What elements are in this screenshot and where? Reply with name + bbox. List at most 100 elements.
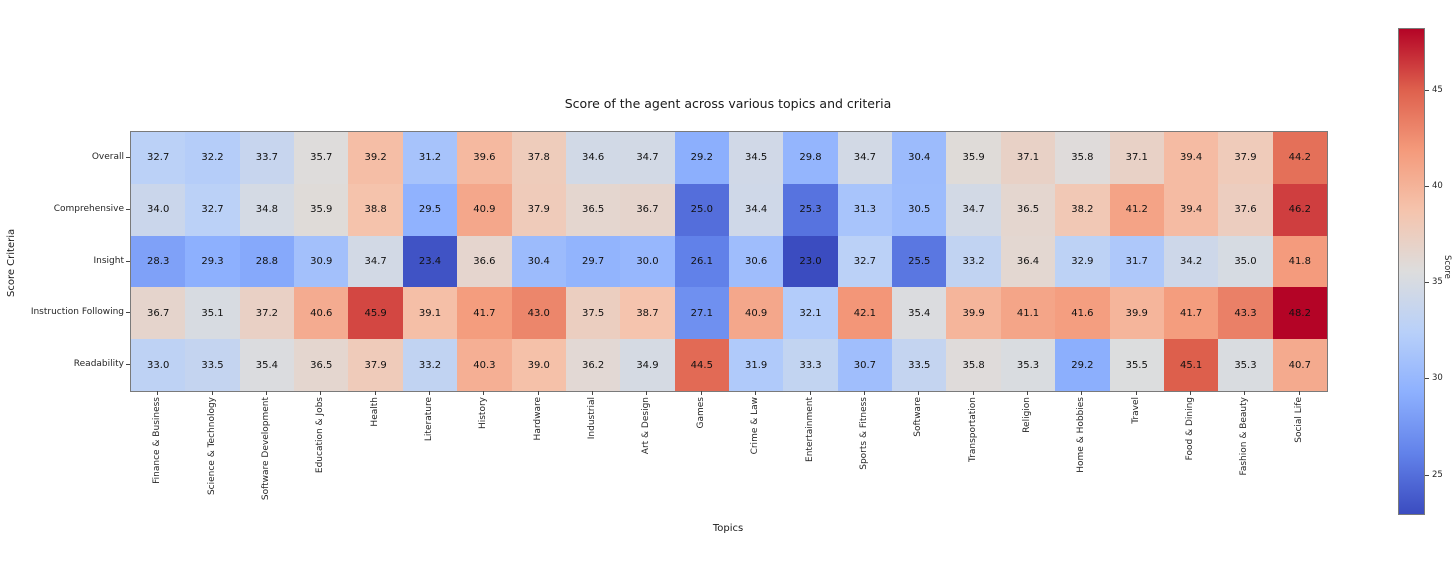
heatmap-cell: 36.2: [565, 339, 621, 391]
heatmap-cell: 41.8: [1272, 235, 1327, 288]
x-tick-label-cell: Industrial: [565, 397, 619, 537]
heatmap-cell: 30.0: [620, 235, 675, 288]
x-tick-label: Sports & Fitness: [858, 397, 869, 470]
x-tick-label: Art & Design: [641, 397, 652, 455]
heatmap-cell: 32.2: [185, 132, 240, 184]
heatmap-cell: 36.5: [1000, 183, 1056, 236]
x-tick-label-cell: Health: [347, 397, 401, 537]
x-tick-mark: [755, 391, 757, 395]
x-tick-label: Games: [695, 397, 706, 429]
heatmap-cell: 34.9: [620, 339, 675, 391]
heatmap-cell: 40.7: [1272, 339, 1327, 391]
heatmap-cell: 34.0: [131, 183, 186, 236]
heatmap-cell: 26.1: [674, 235, 729, 288]
heatmap-cell: 41.1: [1000, 287, 1056, 340]
heatmap-cell: 40.6: [294, 287, 349, 340]
heatmap-cell: 31.3: [837, 183, 893, 236]
x-tick-label: Crime & Law: [750, 397, 761, 455]
heatmap-cell: 37.5: [565, 287, 621, 340]
heatmap-cell: 35.3: [1000, 339, 1056, 391]
heatmap-cell: 37.9: [1218, 132, 1273, 184]
heatmap-cell: 35.7: [294, 132, 349, 184]
x-tick-label: Education & Jobs: [315, 397, 326, 474]
x-axis-label: Topics: [712, 523, 744, 534]
heatmap-cell: 41.7: [1163, 287, 1219, 340]
heatmap-cell: 29.2: [1055, 339, 1110, 391]
heatmap-cell: 29.5: [402, 183, 458, 236]
heatmap-cell: 33.7: [239, 132, 295, 184]
x-tick-mark: [1244, 391, 1246, 395]
heatmap-cell: 35.9: [294, 183, 349, 236]
heatmap-cell: 46.2: [1272, 183, 1327, 236]
x-tick-label-cell: Transportation: [945, 397, 999, 537]
x-tick-label: History: [478, 397, 489, 430]
heatmap-cell: 34.7: [946, 183, 1001, 236]
heatmap-cell: 44.5: [674, 339, 729, 391]
heatmap-cell: 39.9: [1109, 287, 1164, 340]
colorbar-tick-mark: [1425, 474, 1429, 476]
x-tick-label-cell: History: [456, 397, 510, 537]
x-tick-label-cell: Social Life: [1272, 397, 1326, 537]
heatmap-cell: 34.7: [620, 132, 675, 184]
heatmap-cell: 29.7: [565, 235, 621, 288]
x-tick-label-cell: Entertainment: [782, 397, 836, 537]
x-tick-mark: [1081, 391, 1083, 395]
heatmap-plot: 32.7 32.2 33.7 35.7 39.2 31.2 39.6 37.8 34.6 34.7…: [130, 131, 1328, 392]
x-tick-label: Travel: [1130, 397, 1141, 424]
heatmap-cell: 38.8: [348, 183, 403, 236]
x-tick-mark: [1135, 391, 1137, 395]
x-tick-mark: [1027, 391, 1028, 395]
heatmap-cell: 29.2: [674, 132, 729, 184]
colorbar-label: Score: [1442, 255, 1452, 279]
x-tick-label: Finance & Business: [152, 397, 163, 484]
x-tick-label-cell: Software Development: [239, 397, 293, 537]
heatmap-cell: 31.9: [728, 339, 784, 391]
heatmap-cell: 35.5: [1109, 339, 1164, 391]
heatmap-cell: 30.9: [294, 235, 349, 288]
heatmap-cell: 34.2: [1163, 235, 1219, 288]
x-tick-label-cell: Games: [674, 397, 728, 537]
x-tick-label-cell: Science & Technology: [184, 397, 238, 537]
x-tick-mark: [809, 391, 811, 395]
heatmap-cell: 30.6: [728, 235, 784, 288]
colorbar-tick-mark: [1425, 185, 1429, 187]
x-tick-label-cell: Food & Dining: [1163, 397, 1217, 537]
heatmap-cell: 41.2: [1109, 183, 1164, 236]
x-tick-label: Science & Technology: [206, 397, 217, 496]
x-tick-mark: [1190, 391, 1192, 395]
x-tick-mark: [265, 391, 267, 395]
heatmap-cell: 44.2: [1272, 132, 1327, 184]
heatmap-cell: 34.7: [837, 132, 893, 184]
heatmap-cell: 32.1: [783, 287, 838, 340]
x-tick-label-cell: Home & Hobbies: [1054, 397, 1108, 537]
heatmap-cell: 33.5: [892, 339, 947, 391]
heatmap-cell: 30.4: [511, 235, 566, 288]
x-tick-label-cell: Software: [891, 397, 945, 537]
x-tick-label: Food & Dining: [1185, 397, 1196, 461]
heatmap-cell: 36.5: [565, 183, 621, 236]
x-tick-label: Industrial: [587, 397, 598, 440]
heatmap-cell: 40.9: [457, 183, 512, 236]
heatmap-cell: 36.7: [131, 287, 186, 340]
heatmap-cell: 40.9: [728, 287, 784, 340]
heatmap-cell: 45.1: [1163, 339, 1219, 391]
heatmap-cell: 32.7: [131, 132, 186, 184]
heatmap-cell: 32.9: [1055, 235, 1110, 288]
heatmap-cell: 39.1: [402, 287, 458, 340]
x-tick-label-cell: Finance & Business: [130, 397, 184, 537]
heatmap-cell: 34.8: [239, 183, 295, 236]
heatmap-cell: 34.6: [565, 132, 621, 184]
x-tick-label: Transportation: [967, 397, 978, 462]
x-tick-mark: [592, 391, 594, 395]
x-tick-mark: [863, 391, 865, 395]
colorbar-tick-mark: [1425, 282, 1429, 284]
x-tick-label: Software Development: [260, 397, 271, 501]
heatmap-cell: 33.2: [946, 235, 1001, 288]
heatmap-cell: 38.2: [1055, 183, 1110, 236]
heatmap-cell: 29.8: [783, 132, 838, 184]
heatmap-cell: 36.7: [620, 183, 675, 236]
colorbar-tick-label: 40: [1432, 180, 1443, 191]
heatmap-cell: 31.7: [1109, 235, 1164, 288]
colorbar-tick-label: 25: [1432, 469, 1443, 480]
